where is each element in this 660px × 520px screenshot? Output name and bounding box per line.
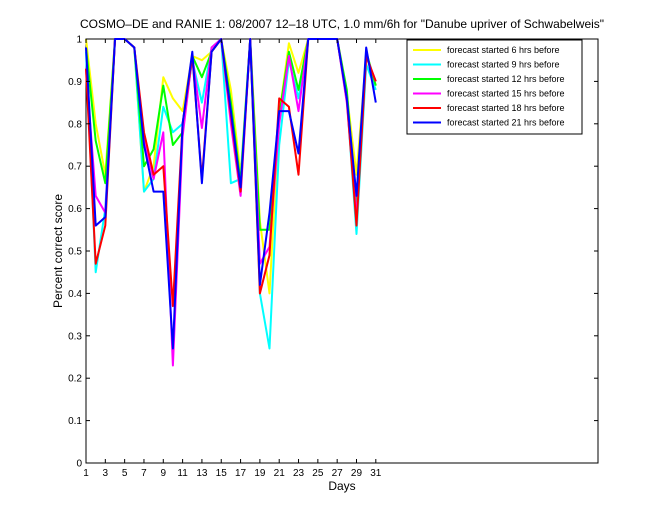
x-tick-label: 7	[141, 468, 147, 479]
x-tick-label: 13	[196, 468, 208, 479]
x-tick-label: 15	[216, 468, 228, 479]
legend-box	[406, 39, 583, 135]
x-axis: 1 3 5 7 9 11 13 15 17 19 21 23 25 27 29 31	[83, 39, 382, 479]
y-tick-label: 0.2	[68, 374, 82, 385]
x-tick-label: 19	[254, 468, 266, 479]
y-tick-label: 0.4	[68, 289, 82, 300]
y-axis-title: Percent correct score	[51, 194, 65, 308]
legend-label: forecast started 9 hrs before	[447, 60, 560, 70]
series-line-6	[85, 38, 377, 350]
x-tick-label: 5	[122, 468, 128, 479]
series-layer	[85, 38, 377, 367]
x-tick-label: 9	[161, 468, 167, 479]
legend: forecast started 6 hrs before forecast st…	[406, 39, 583, 135]
x-tick-label: 25	[312, 468, 324, 479]
x-tick-label: 31	[370, 468, 382, 479]
y-tick-label: 0.5	[68, 247, 82, 258]
legend-label: forecast started 12 hrs before	[447, 74, 565, 84]
chart-title: COSMO–DE and RANIE 1: 08/2007 12–18 UTC,…	[80, 17, 604, 31]
legend-label: forecast started 21 hrs before	[447, 118, 565, 128]
x-tick-label: 17	[235, 468, 247, 479]
x-tick-label: 21	[274, 468, 286, 479]
x-axis-title: Days	[328, 479, 355, 493]
x-tick-label: 27	[332, 468, 344, 479]
legend-label: forecast started 18 hrs before	[447, 103, 565, 113]
legend-label: forecast started 6 hrs before	[447, 45, 560, 55]
y-tick-label: 0.9	[68, 77, 82, 88]
x-tick-label: 29	[351, 468, 363, 479]
y-tick-label: 0.1	[68, 416, 82, 427]
y-tick-label: 1	[76, 35, 82, 46]
x-tick-label: 3	[103, 468, 109, 479]
y-axis: 0 0.1 0.2 0.3 0.4 0.5 0.6 0.7 0.8 0.9 1	[68, 35, 598, 470]
x-tick-label: 23	[293, 468, 305, 479]
x-tick-label: 1	[83, 468, 89, 479]
y-tick-label: 0	[76, 459, 82, 470]
y-tick-label: 0.7	[68, 162, 82, 173]
legend-label: forecast started 15 hrs before	[447, 89, 565, 99]
y-tick-label: 0.3	[68, 331, 82, 342]
y-tick-label: 0.6	[68, 204, 82, 215]
x-tick-label: 11	[177, 468, 188, 479]
y-tick-label: 0.8	[68, 119, 82, 130]
